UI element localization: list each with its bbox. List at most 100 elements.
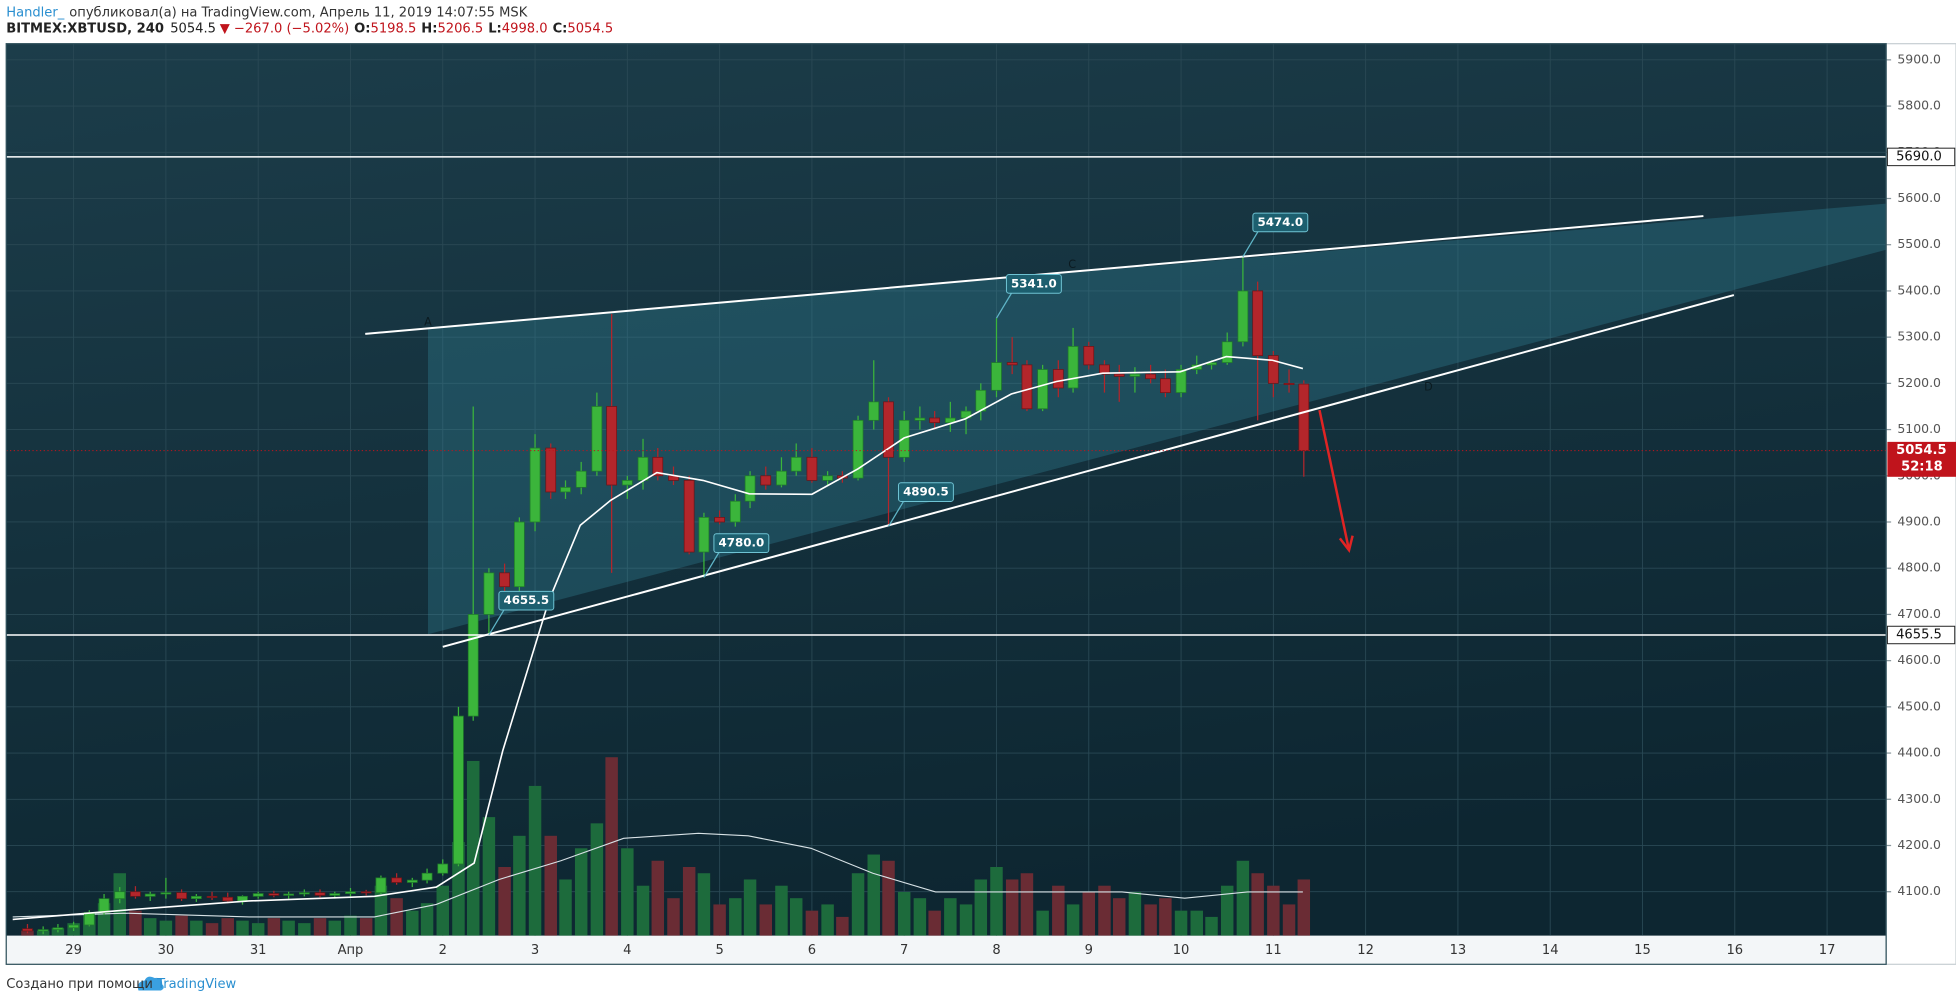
- volume-bar: [1267, 885, 1280, 936]
- candle-body: [1160, 378, 1171, 393]
- candle-body: [744, 475, 756, 502]
- volume-bar: [528, 785, 542, 936]
- candle-body: [790, 456, 802, 472]
- candle-body: [329, 893, 341, 896]
- volume-bar: [990, 867, 1003, 936]
- candle-body: [391, 877, 402, 883]
- volume-bar: [1128, 891, 1142, 936]
- volume-bar: [651, 860, 665, 936]
- y-tick-label: 4500.0: [1897, 698, 1941, 713]
- candle-body: [560, 486, 571, 493]
- footer-text: Создано при помощи: [6, 977, 153, 992]
- x-tick-label: 4: [623, 943, 631, 958]
- x-tick-label: 10: [1173, 943, 1190, 958]
- candle-body: [729, 500, 741, 523]
- y-tick-label: 5900.0: [1897, 51, 1941, 66]
- volume-bar: [1082, 891, 1096, 936]
- candle-body: [852, 419, 864, 479]
- callout-box: [897, 482, 954, 502]
- volume-bar: [344, 915, 357, 936]
- candle-body: [1283, 382, 1295, 385]
- volume-bar: [267, 918, 281, 936]
- author[interactable]: Handler_: [6, 5, 64, 20]
- volume-bar: [175, 915, 188, 936]
- volume-ma: [12, 832, 1303, 918]
- candle-body: [206, 895, 218, 898]
- callout-pointer: [488, 609, 505, 636]
- candle-body: [268, 893, 280, 896]
- y-tick-label: 4200.0: [1897, 837, 1941, 852]
- y-tick-label: 5600.0: [1897, 190, 1941, 205]
- y-tick-label: 5800.0: [1897, 98, 1941, 113]
- candle-body: [1129, 373, 1141, 377]
- candle-body: [1113, 373, 1125, 377]
- x-tick-label: 2: [439, 943, 447, 958]
- x-tick-label: 31: [250, 943, 267, 958]
- volume-bar: [1036, 910, 1049, 936]
- callout-label: 5474.0: [1257, 215, 1303, 229]
- volume-bar: [1205, 916, 1218, 936]
- volume-bar: [1144, 904, 1157, 936]
- x-tick-label: 15: [1634, 943, 1651, 958]
- volume-bar: [1112, 898, 1126, 936]
- callout-label: 4780.0: [718, 536, 764, 550]
- candle-body: [1067, 346, 1079, 389]
- volume-bar: [1220, 885, 1234, 936]
- volume-bar: [1190, 910, 1203, 936]
- arrow-line: [1318, 409, 1351, 551]
- volume-bar: [452, 842, 465, 936]
- candle-body: [883, 401, 894, 458]
- volume-bar: [1297, 879, 1311, 936]
- volume-bar: [636, 885, 650, 936]
- volume-bar: [513, 835, 526, 936]
- hline-label: 5690.0: [1896, 149, 1942, 164]
- y-tick-label: 4900.0: [1897, 513, 1941, 528]
- x-tick-label: 29: [65, 943, 82, 958]
- candle-body: [375, 877, 387, 894]
- volume-bar: [282, 920, 295, 936]
- volume-bar: [867, 854, 880, 936]
- candle-body: [406, 879, 418, 883]
- volume-bar: [1020, 873, 1034, 936]
- candle-body: [1083, 346, 1095, 366]
- candle-body: [944, 417, 956, 424]
- footer-brand[interactable]: TradingView: [156, 977, 236, 992]
- volume-bar: [313, 918, 327, 936]
- x-tick-label: 6: [808, 943, 816, 958]
- candle-body: [1021, 364, 1033, 410]
- volume-bar: [159, 920, 173, 936]
- callout-pointer: [887, 501, 905, 527]
- volume-bar: [805, 910, 819, 936]
- volume-bar: [466, 760, 480, 936]
- ohlc-value: 5198.5: [371, 21, 417, 36]
- candle-body: [591, 406, 603, 472]
- volume-bar: [789, 898, 803, 936]
- candle-body: [545, 447, 557, 493]
- volume-bar: [390, 898, 403, 936]
- volume-bar: [498, 867, 511, 936]
- candle-body: [621, 480, 633, 486]
- candle-body: [222, 896, 234, 902]
- x-tick-label: 8: [992, 943, 1000, 958]
- x-tick-label: 3: [531, 943, 539, 958]
- volume-bar: [851, 873, 865, 936]
- symbol: BITMEX:XBTUSD, 240: [6, 21, 164, 36]
- callout-box: [498, 590, 555, 611]
- plot-bg: [6, 43, 1887, 965]
- volume-bar: [621, 848, 634, 936]
- candle-body: [1037, 369, 1048, 410]
- trendline: [442, 294, 1735, 648]
- candle-body: [83, 912, 95, 926]
- header-line1: Handler_ опубликовал(а) на TradingView.co…: [6, 5, 527, 20]
- candle-body: [237, 895, 248, 902]
- last-price-box: [1887, 441, 1956, 477]
- candle-body: [283, 893, 295, 896]
- candle-body: [929, 417, 941, 424]
- candle-body: [345, 891, 356, 894]
- callout-label: 5341.0: [1011, 276, 1057, 290]
- volume-bar: [359, 918, 373, 936]
- ohlc-key: O:: [354, 21, 370, 36]
- y-tick-label: 5200.0: [1897, 375, 1941, 390]
- volume-bar: [251, 923, 265, 936]
